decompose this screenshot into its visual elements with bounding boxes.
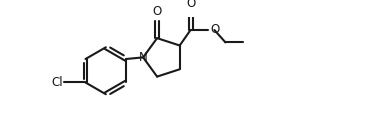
Text: N: N bbox=[139, 51, 147, 64]
Text: O: O bbox=[152, 5, 162, 18]
Text: O: O bbox=[210, 24, 219, 36]
Text: Cl: Cl bbox=[51, 76, 63, 89]
Text: O: O bbox=[186, 0, 195, 10]
